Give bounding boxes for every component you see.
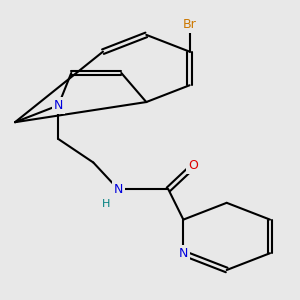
Text: N: N [114, 183, 123, 196]
Text: O: O [188, 159, 198, 172]
Text: N: N [179, 247, 188, 260]
Text: N: N [54, 99, 63, 112]
Text: Br: Br [183, 17, 196, 31]
Text: H: H [102, 200, 110, 209]
